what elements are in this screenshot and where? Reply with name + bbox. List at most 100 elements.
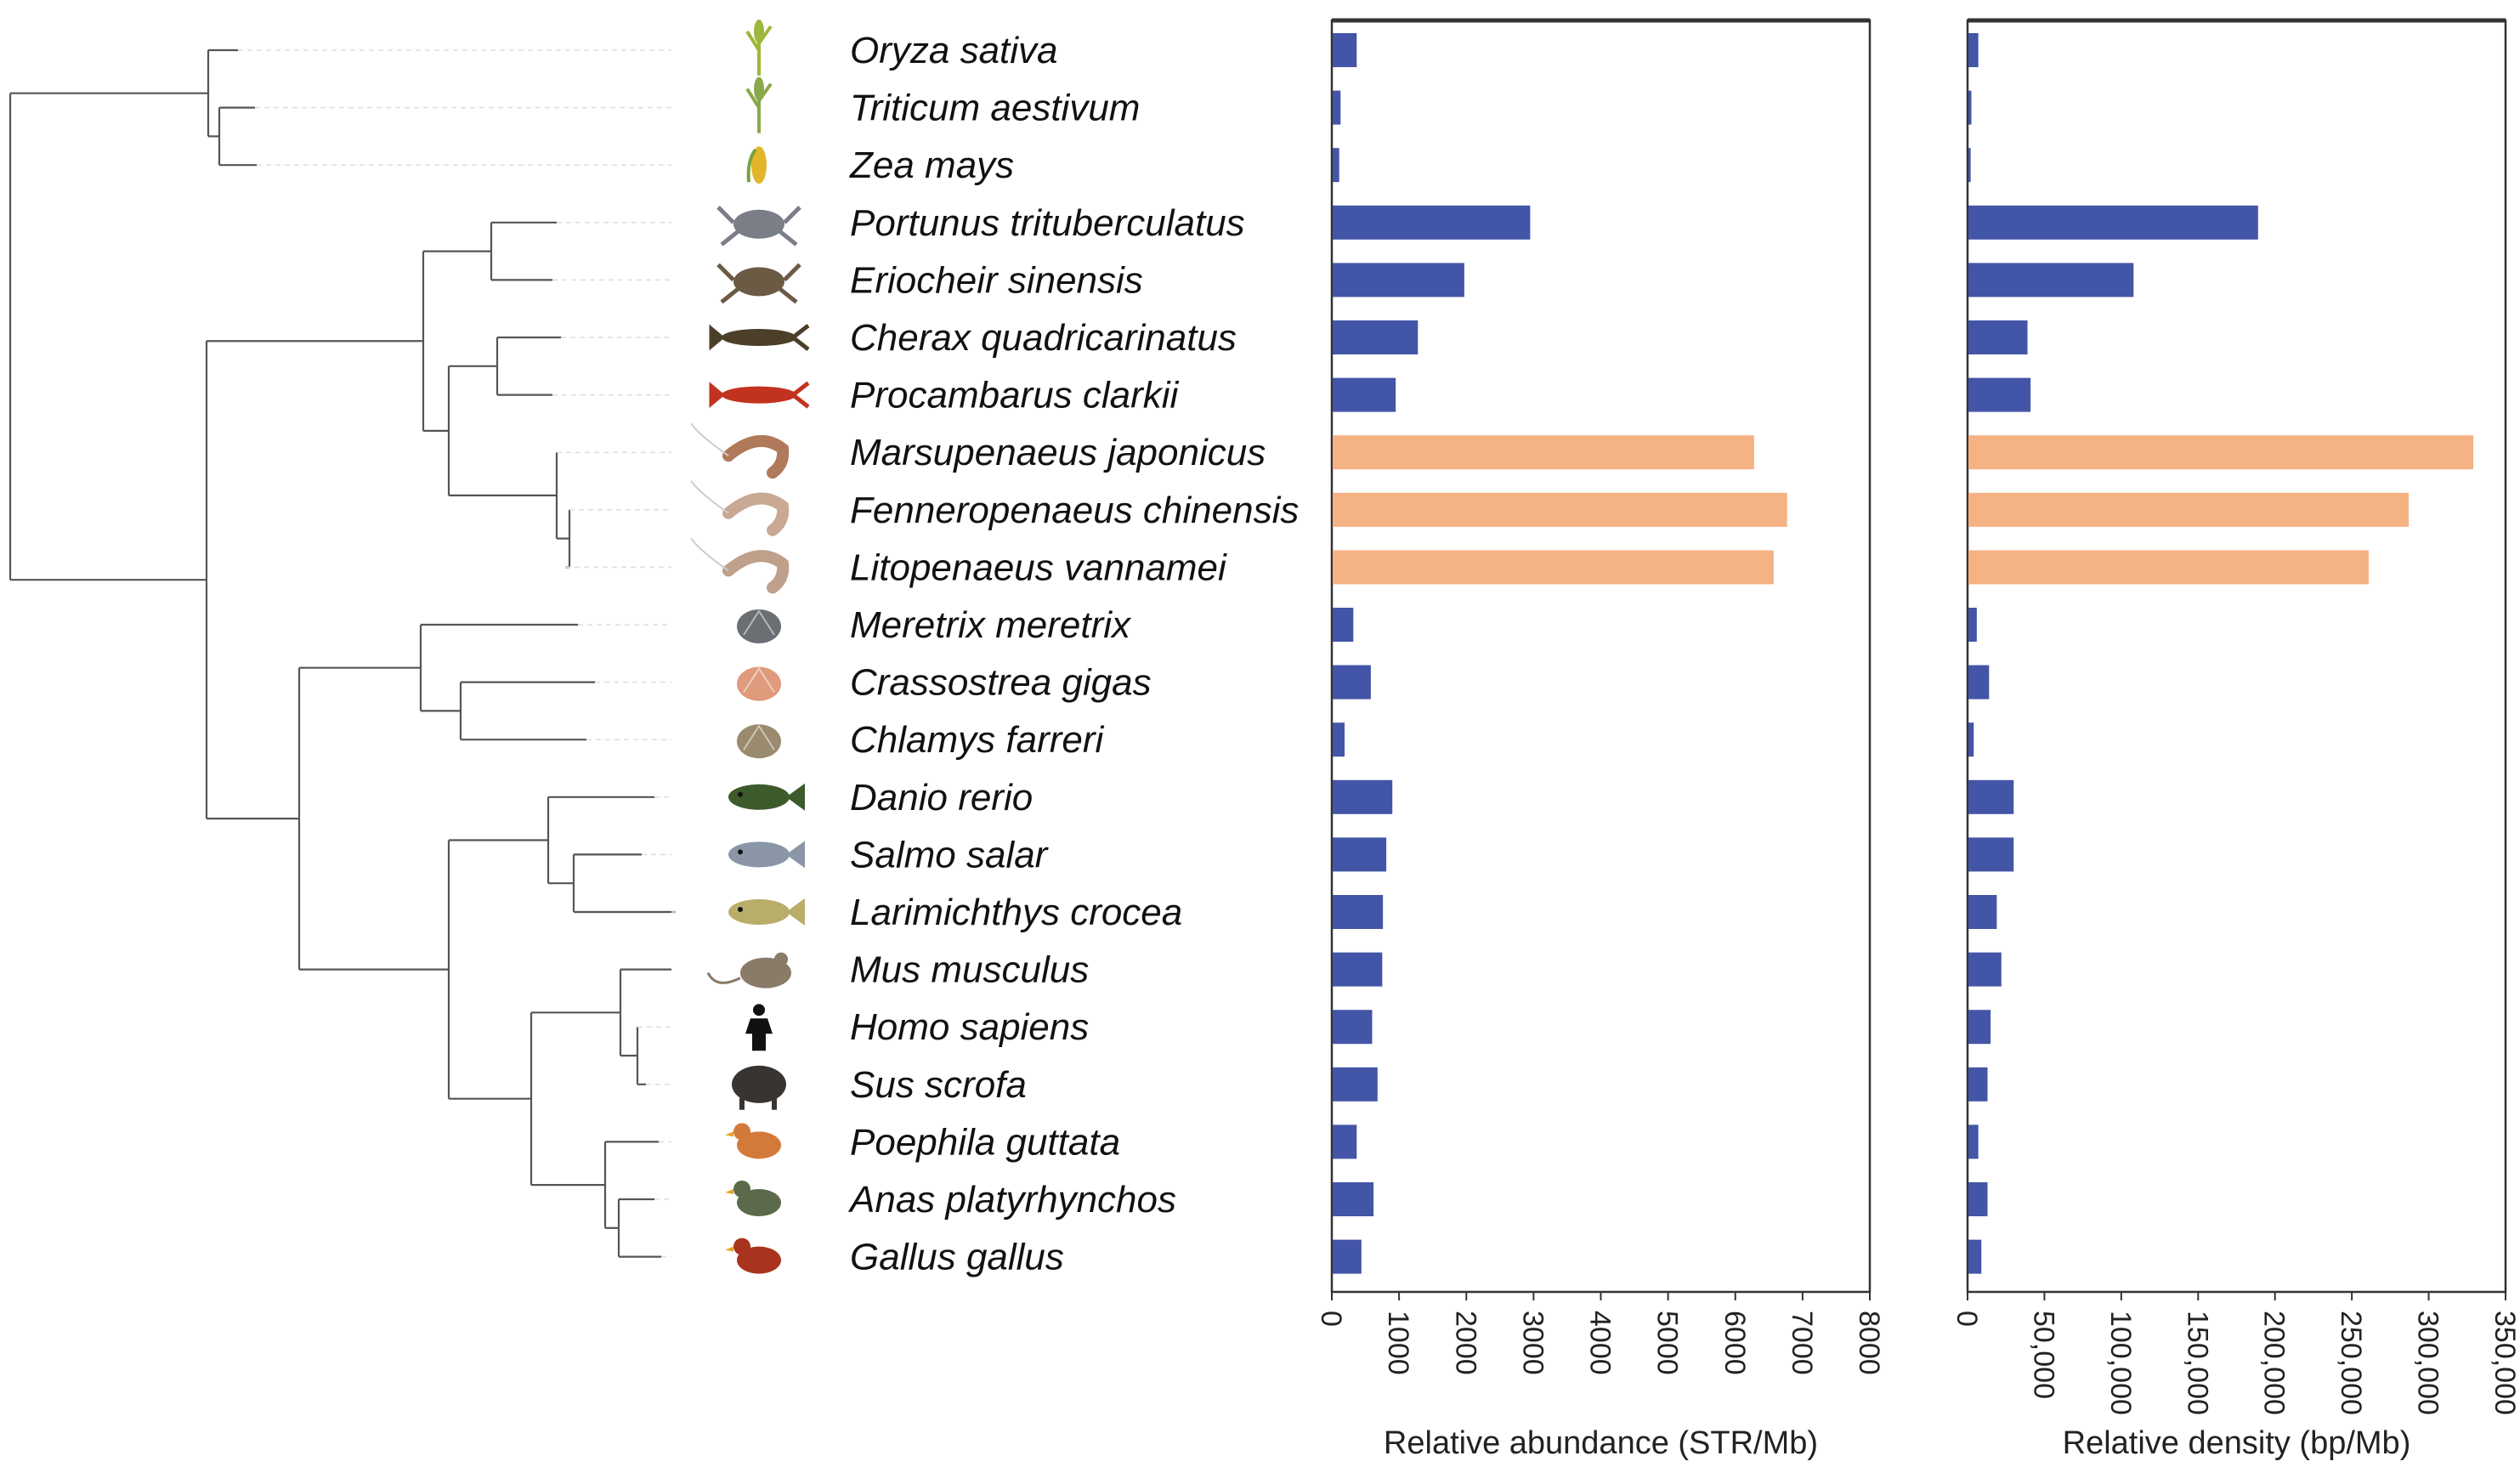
species-label: Homo sapiens: [850, 1006, 1089, 1048]
species-label: Gallus gallus: [850, 1237, 1064, 1278]
bar: [1968, 148, 1971, 183]
bar: [1333, 320, 1419, 354]
bar: [1968, 722, 1974, 757]
human-silhouette-icon: [745, 1004, 773, 1051]
mitten-crab-icon: [716, 263, 801, 304]
bar: [1333, 377, 1396, 412]
corn-icon: [746, 146, 767, 184]
species-label: Anas platyrhynchos: [847, 1179, 1176, 1221]
x-tick-label: 7000: [1786, 1311, 1818, 1375]
bar: [1968, 1067, 1988, 1102]
x-tick-label: 5000: [1651, 1311, 1684, 1375]
bar: [1333, 263, 1464, 297]
bar: [1968, 33, 1979, 67]
bar: [1333, 1239, 1362, 1274]
bar: [1333, 779, 1393, 814]
bar: [1968, 1182, 1988, 1216]
finch-icon: [725, 1123, 781, 1159]
bar: [1968, 320, 2028, 354]
boar-icon: [732, 1065, 786, 1110]
bar: [1968, 837, 2014, 872]
x-tick-label: 1000: [1382, 1311, 1414, 1375]
species-label: Zea mays: [849, 144, 1014, 186]
bar: [1333, 550, 1774, 585]
bar: [1333, 895, 1384, 929]
chinese-shrimp-icon: [690, 480, 790, 536]
species-label: Mus musculus: [850, 949, 1089, 991]
x-tick-label: 0: [1951, 1311, 1983, 1327]
species-label: Eriocheir sinensis: [850, 259, 1143, 301]
species-label: Marsupenaeus japonicus: [850, 432, 1266, 473]
bar: [1333, 1182, 1374, 1216]
bar: [1333, 722, 1345, 757]
duck-icon: [725, 1181, 781, 1216]
species-label: Procambarus clarkii: [850, 375, 1180, 416]
x-tick-label: 100,000: [2104, 1311, 2137, 1415]
species-label: Sus scrofa: [850, 1064, 1027, 1106]
bar: [1333, 90, 1341, 125]
species-label: Oryza sativa: [850, 30, 1058, 71]
species-labels: Oryza sativa Triticum aestivum Zea mays Por…: [847, 30, 1299, 1278]
x-axis-label: Relative abundance (STR/Mb): [1384, 1425, 1818, 1461]
species-label: Portunus trituberculatus: [850, 202, 1245, 244]
bar: [1333, 148, 1339, 183]
mouse-icon: [706, 952, 791, 988]
wheat-icon: [745, 76, 773, 133]
species-label: Fenneropenaeus chinensis: [850, 490, 1299, 531]
species-label: Triticum aestivum: [850, 88, 1140, 129]
x-tick-label: 150,000: [2181, 1311, 2213, 1415]
x-axis-label: Relative density (bp/Mb): [2063, 1425, 2411, 1461]
bar: [1968, 550, 2370, 585]
rice-plant-icon: [745, 20, 773, 76]
x-tick-label: 8000: [1853, 1311, 1885, 1375]
bar: [1333, 608, 1354, 642]
x-tick-label: 50,000: [2027, 1311, 2059, 1399]
whiteleg-shrimp-icon: [690, 537, 790, 594]
bar: [1968, 895, 1997, 929]
species-label: Meretrix meretrix: [850, 604, 1132, 646]
bar: [1333, 1010, 1373, 1045]
bar: [1968, 205, 2258, 240]
species-label: Danio rerio: [850, 777, 1033, 818]
x-tick-label: 3000: [1516, 1311, 1549, 1375]
bar: [1333, 952, 1383, 987]
bar: [1968, 1239, 1982, 1274]
x-tick-label: 250,000: [2335, 1311, 2367, 1415]
bar: [1333, 492, 1787, 527]
bar: [1968, 1124, 1979, 1159]
x-tick-label: 200,000: [2258, 1311, 2291, 1415]
red-crayfish-icon: [709, 381, 810, 409]
species-label: Litopenaeus vannamei: [850, 547, 1227, 588]
x-tick-label: 350,000: [2489, 1311, 2520, 1415]
bar: [1968, 952, 2002, 987]
x-tick-label: 0: [1315, 1311, 1347, 1327]
oyster-icon: [737, 724, 781, 759]
bar: [1333, 1124, 1357, 1159]
species-label: Larimichthys crocea: [850, 892, 1182, 933]
bar: [1968, 779, 2014, 814]
zebrafish-icon: [728, 783, 805, 811]
bar: [1333, 33, 1357, 67]
abundance-chart: 0 1000 2000 3000 4000 5000 6000 7000 8000 Relativ…: [1315, 18, 1885, 1461]
scallop-shell-icon: [737, 666, 781, 701]
bar: [1968, 435, 2474, 470]
species-label: Cherax quadricarinatus: [850, 317, 1237, 359]
bar: [1968, 90, 1972, 125]
clam-icon: [737, 609, 781, 643]
phylogenetic-tree: [8, 48, 676, 1258]
density-chart: 0 50,000 100,000 150,000 200,000 250,000 300,0…: [1951, 18, 2520, 1461]
swimming-crab-icon: [716, 206, 801, 246]
bar: [1968, 377, 2031, 412]
bar: [1333, 1067, 1378, 1102]
x-tick-label: 2000: [1449, 1311, 1481, 1375]
salmon-icon: [728, 841, 805, 869]
species-label: Chlamys farreri: [850, 719, 1104, 761]
bar: [1968, 665, 1990, 700]
x-tick-label: 4000: [1584, 1311, 1617, 1375]
bar: [1968, 1010, 1991, 1045]
species-label: Salmo salar: [850, 834, 1050, 875]
crayfish-icon: [709, 324, 810, 351]
bar: [1333, 665, 1371, 700]
bar: [1968, 608, 1977, 642]
